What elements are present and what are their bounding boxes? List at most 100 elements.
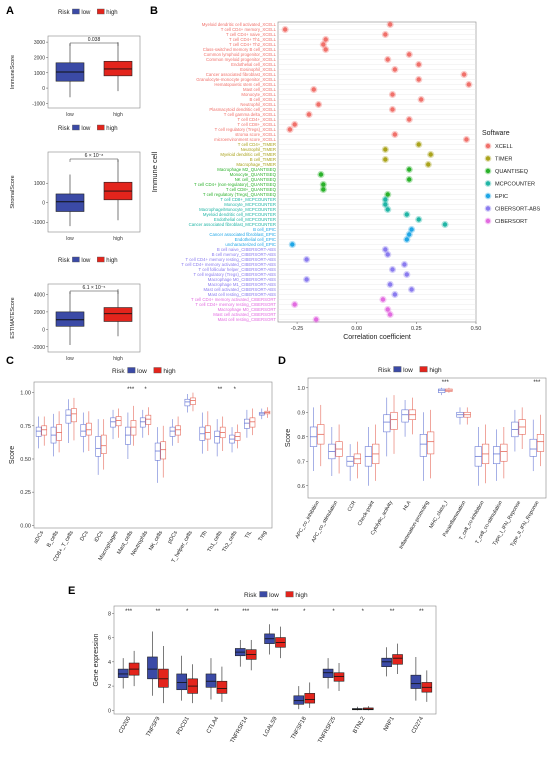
box-low bbox=[381, 657, 392, 667]
x-tick-label: CTLA4 bbox=[206, 715, 221, 734]
cell-label: B cell memory_CIBERSORT-ABS bbox=[212, 252, 277, 257]
cell-label: Common myeloid progenitor_XCELL bbox=[206, 57, 277, 62]
point bbox=[466, 82, 472, 87]
box-high bbox=[145, 414, 152, 425]
cell-label: T cell CD8+_QUANTISEQ bbox=[226, 187, 277, 192]
cell-label: Common lymphoid progenitor_XCELL bbox=[204, 52, 277, 57]
box-high bbox=[41, 425, 48, 436]
cell-label: Cancer associated fibroblast_XCELL bbox=[206, 72, 277, 77]
cell-label: B cell_TIMER bbox=[250, 157, 276, 162]
panel-letter-d: D bbox=[278, 355, 286, 367]
y-tick-label: 0 bbox=[42, 86, 45, 92]
panel-letter-a: A bbox=[6, 5, 14, 17]
y-tick-label: 0 bbox=[42, 327, 45, 333]
point bbox=[387, 22, 393, 27]
box-high bbox=[100, 434, 107, 454]
x-tick-label: BTNL2 bbox=[352, 716, 366, 735]
legend-label-high: high bbox=[106, 258, 117, 264]
x-tick-label: aDCs bbox=[33, 530, 45, 545]
point bbox=[426, 162, 431, 167]
point bbox=[416, 77, 421, 82]
legend-label-high: high bbox=[295, 592, 308, 599]
cell-label: Neutrophil_XCELL bbox=[240, 102, 276, 107]
cell-label: T cell regulatory (Tregs)_QUANTISEQ bbox=[203, 192, 277, 197]
x-tick-label: 0.00 bbox=[351, 326, 362, 332]
significance-label: * bbox=[303, 609, 306, 615]
legend-label-high: high bbox=[429, 367, 442, 374]
significance-label: * bbox=[332, 609, 335, 615]
legend-dot-CIBERSORT-ABS bbox=[485, 206, 491, 211]
point bbox=[404, 237, 410, 242]
y-tick-label: 1000 bbox=[34, 71, 45, 77]
cell-label: B cell_EPIC bbox=[253, 227, 276, 232]
box-low bbox=[419, 434, 427, 457]
x-tick-label: Treg bbox=[258, 530, 269, 543]
plot-frame bbox=[307, 377, 547, 499]
point bbox=[390, 267, 395, 272]
legend-label-QUANTISEQ: QUANTISEQ bbox=[495, 169, 529, 175]
plot-frame bbox=[33, 381, 273, 529]
box-low bbox=[55, 193, 85, 212]
point bbox=[323, 37, 328, 42]
cell-label: T cell CD4+_TIMER bbox=[238, 142, 276, 147]
legend-title: Risk bbox=[58, 126, 71, 132]
point bbox=[311, 87, 316, 92]
cell-label: Mast cell activated_CIBERSORT bbox=[213, 312, 276, 317]
point bbox=[464, 137, 469, 142]
cell-label: Monocyte_MCPCOUNTER bbox=[224, 202, 276, 207]
box-high bbox=[392, 654, 403, 665]
y-tick-label: 2000 bbox=[34, 55, 45, 61]
point bbox=[418, 97, 424, 102]
y-tick-label: 2 bbox=[108, 684, 111, 690]
legend-label-TIMER: TIMER bbox=[495, 157, 512, 163]
y-tick-label: 3000 bbox=[34, 40, 45, 46]
legend-label-low: low bbox=[269, 592, 279, 599]
point bbox=[392, 292, 398, 297]
point bbox=[407, 177, 412, 182]
x-tick-label-low: low bbox=[66, 112, 74, 118]
box-high bbox=[390, 411, 398, 430]
point bbox=[292, 122, 297, 127]
legend-label-high: high bbox=[106, 126, 117, 132]
significance-label: *** bbox=[127, 387, 135, 393]
y-tick-label: 0 bbox=[42, 201, 45, 207]
legend-swatch-high bbox=[97, 124, 105, 131]
point bbox=[321, 42, 326, 47]
cell-label: Mast cell activated_CIBERSORT-ABS bbox=[203, 287, 276, 292]
y-tick-label: 0.00 bbox=[20, 523, 31, 529]
y-tick-label: 0 bbox=[108, 708, 111, 714]
cell-label: Macrophage/Monocyte_MCPCOUNTER bbox=[199, 207, 276, 212]
box-low bbox=[147, 656, 158, 680]
box-high bbox=[71, 408, 77, 423]
cell-label: Cancer associated fibroblast_MCPCOUNTER bbox=[189, 222, 276, 227]
significance-label: * bbox=[144, 387, 147, 393]
point bbox=[409, 287, 414, 292]
x-tick-label-low: low bbox=[66, 356, 74, 362]
cell-label: T cell CD4+_XCELL bbox=[238, 117, 277, 122]
x-tick-label: PDCD1 bbox=[176, 716, 191, 736]
point bbox=[383, 197, 388, 202]
box-low bbox=[80, 424, 87, 437]
cell-label: Mast cell resting_CIBERSORT bbox=[218, 317, 277, 322]
cell-label: T cell CD8+_XCELL bbox=[238, 122, 277, 127]
x-tick-label: DCs bbox=[79, 530, 90, 542]
cell-label: T cell gamma delta_XCELL bbox=[224, 112, 277, 117]
box-high bbox=[427, 431, 435, 455]
legend-label-low: low bbox=[403, 367, 413, 374]
y-axis-label: Score bbox=[285, 429, 292, 447]
box-high bbox=[216, 680, 228, 694]
y-tick-label: 4 bbox=[108, 660, 111, 666]
box-low bbox=[244, 418, 250, 429]
box-high bbox=[86, 422, 92, 436]
y-tick-label: 6 bbox=[108, 636, 111, 642]
y-tick-label: 0.75 bbox=[20, 424, 31, 430]
significance-label: *** bbox=[533, 380, 541, 386]
cell-label: T cell CD4+ (non-regulatory)_QUANTISEQ bbox=[194, 182, 277, 187]
cell-label: Endothelial cell_MCPCOUNTER bbox=[214, 217, 276, 222]
significance-label: ** bbox=[214, 609, 219, 615]
x-tick-label: TNFRSF14 bbox=[230, 715, 250, 744]
significance-label: *** bbox=[442, 380, 450, 386]
box-low bbox=[139, 417, 146, 428]
cell-label: Eosinophil_XCELL bbox=[240, 67, 276, 72]
